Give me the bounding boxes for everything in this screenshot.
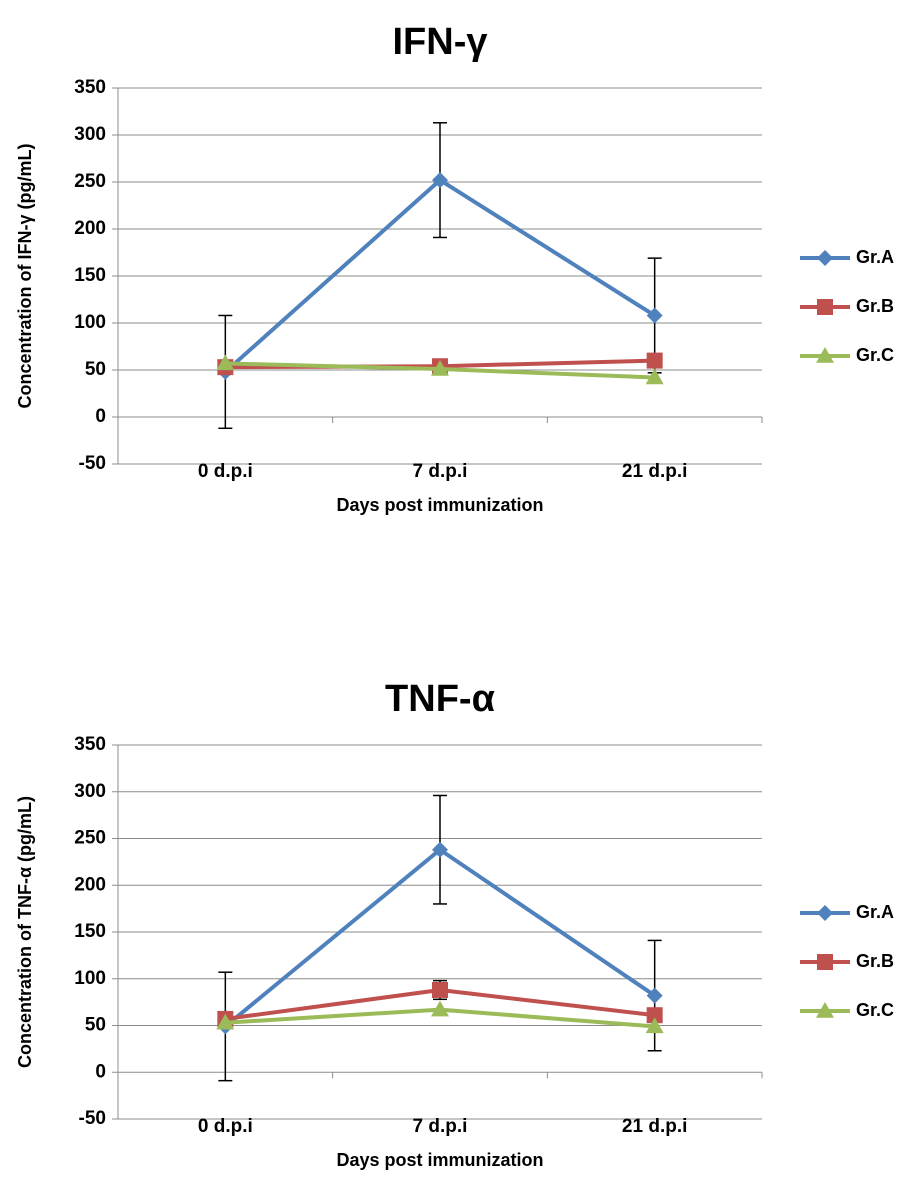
- x-axis-label: Days post immunization: [336, 495, 543, 515]
- legend-label: Gr.A: [856, 902, 894, 922]
- chart-title: TNF-α: [385, 678, 495, 720]
- y-tick-label: 250: [74, 171, 106, 192]
- y-tick-label: -50: [79, 1108, 106, 1129]
- chart-2: TNF-α -50 0 50 100 150 200 250 300 350 0 d.p.i 7 d.…: [15, 678, 894, 1170]
- legend-label: Gr.C: [856, 1000, 894, 1020]
- x-axis-label: Days post immunization: [336, 1150, 543, 1170]
- legend-label: Gr.B: [856, 296, 894, 316]
- y-axis-label: Concentration of IFN-γ (pg/mL): [15, 144, 35, 409]
- legend-label: Gr.A: [856, 247, 894, 267]
- legend-marker: [817, 954, 833, 970]
- y-tick-label: 350: [74, 77, 106, 98]
- data-point: [647, 353, 663, 369]
- y-tick-label: 150: [74, 265, 106, 286]
- y-tick-label: 300: [74, 124, 106, 145]
- legend-label: Gr.B: [856, 951, 894, 971]
- legend-entry: Gr.A: [800, 247, 894, 267]
- legend-entry: Gr.B: [800, 951, 894, 971]
- chart-title: IFN-γ: [393, 21, 488, 63]
- legend-marker: [817, 905, 833, 921]
- x-tick-label: 0 d.p.i: [198, 1116, 253, 1137]
- y-tick-label: -50: [79, 453, 106, 474]
- y-tick-label: 100: [74, 312, 106, 333]
- y-tick-label: 0: [95, 406, 106, 427]
- legend-entry: Gr.C: [800, 345, 894, 365]
- y-tick-label: 350: [74, 734, 106, 755]
- y-tick-label: 200: [74, 218, 106, 239]
- y-axis-label: Concentration of TNF-α (pg/mL): [15, 796, 35, 1068]
- legend-marker: [817, 250, 833, 266]
- legend-entry: Gr.B: [800, 296, 894, 316]
- legend-label: Gr.C: [856, 345, 894, 365]
- series-Gr.C: [216, 1001, 663, 1034]
- x-tick-label: 0 d.p.i: [198, 461, 253, 482]
- y-tick-label: 50: [85, 1015, 106, 1036]
- y-tick-label: 250: [74, 828, 106, 849]
- x-tick-label: 7 d.p.i: [413, 1116, 468, 1137]
- y-tick-label: 300: [74, 781, 106, 802]
- legend-entry: Gr.A: [800, 902, 894, 922]
- y-tick-label: 100: [74, 968, 106, 989]
- legend-entry: Gr.C: [800, 1000, 894, 1020]
- x-tick-label: 21 d.p.i: [622, 1116, 687, 1137]
- x-tick-label: 21 d.p.i: [622, 461, 687, 482]
- legend-marker: [817, 299, 833, 315]
- y-tick-label: 0: [95, 1061, 106, 1082]
- chart-1: IFN-γ -50 0 50 100 150 200 250 300 350 0 d.p.i 7 d.…: [15, 21, 894, 515]
- x-tick-label: 7 d.p.i: [413, 461, 468, 482]
- y-tick-label: 150: [74, 921, 106, 942]
- data-point: [432, 982, 448, 998]
- y-tick-label: 50: [85, 359, 106, 380]
- y-tick-label: 200: [74, 874, 106, 895]
